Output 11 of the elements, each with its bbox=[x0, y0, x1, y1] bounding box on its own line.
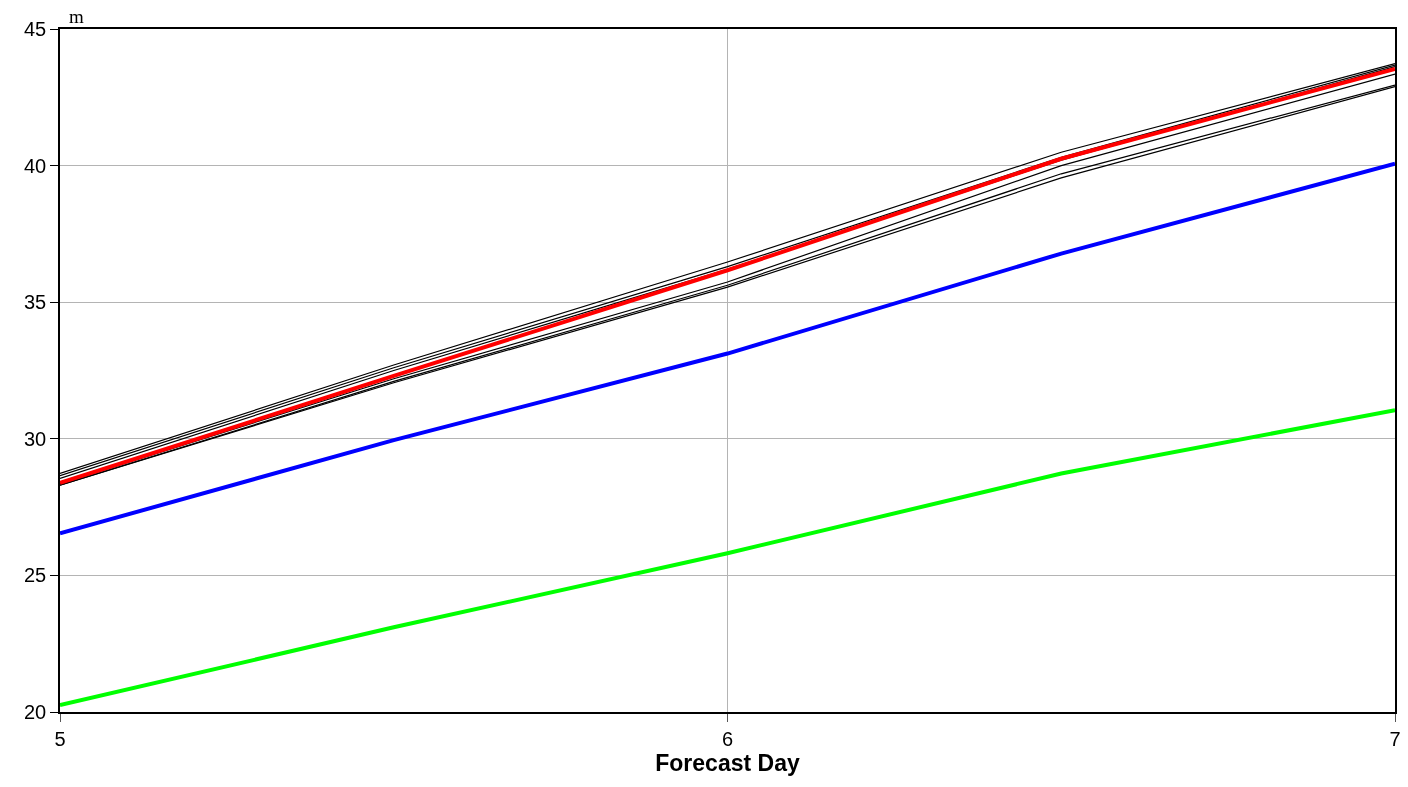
x-tick-label: 7 bbox=[1389, 727, 1401, 750]
y-axis-title: m bbox=[69, 6, 84, 27]
y-tick-label: 45 bbox=[24, 18, 47, 40]
y-tick-label: 35 bbox=[24, 291, 47, 314]
x-tick-label: 6 bbox=[721, 727, 734, 750]
x-axis-title: Forecast Day bbox=[655, 749, 800, 776]
y-tick-label: 20 bbox=[24, 701, 47, 723]
y-tick-label: 30 bbox=[24, 427, 47, 450]
y-tick-label: 40 bbox=[24, 154, 47, 177]
y-tick-label: 25 bbox=[24, 564, 47, 587]
x-tick-label: 5 bbox=[54, 727, 66, 750]
